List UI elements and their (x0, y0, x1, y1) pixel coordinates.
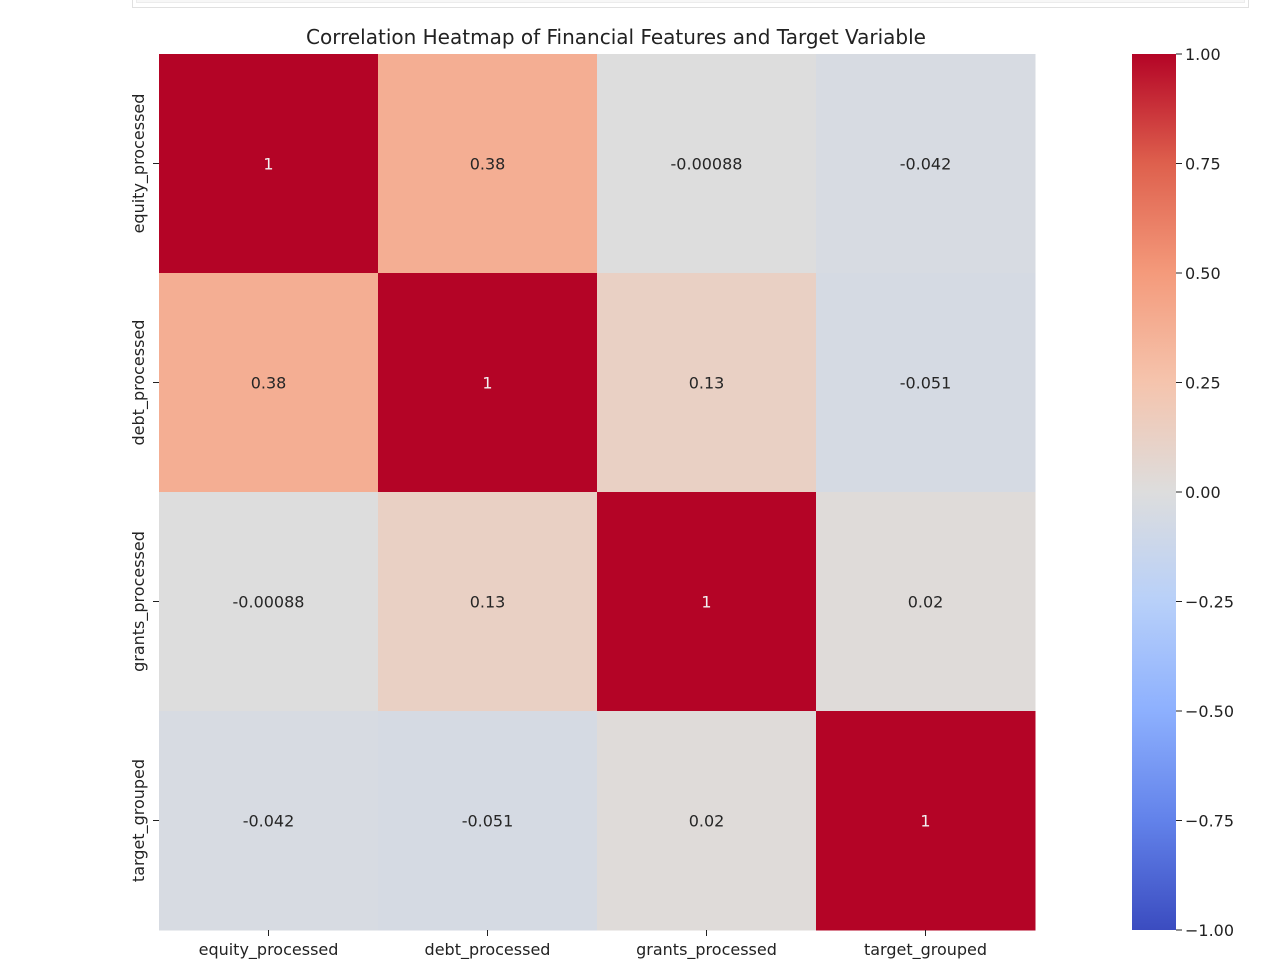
heatmap-cell (816, 492, 1036, 712)
cell-annotation: 1 (263, 155, 273, 174)
cell-annotation: 1 (920, 812, 930, 831)
cell-annotation: 0.02 (908, 593, 944, 612)
cell-annotation: 0.13 (470, 593, 506, 612)
colorbar-tick-label: 0.75 (1185, 155, 1221, 174)
heatmap-cell (816, 273, 1036, 493)
colorbar-tick-label: −0.25 (1185, 593, 1234, 612)
cell-annotation: 0.13 (689, 374, 725, 393)
x-tick-label: grants_processed (636, 940, 777, 960)
cell-annotation: 1 (482, 374, 492, 393)
colorbar: 1.00 0.75 0.50 0.25 0.00 −0.25 −0.50 −0.75 −1.00 (1132, 45, 1234, 940)
heatmap-cell (378, 54, 598, 274)
heatmap-cells (159, 54, 1036, 931)
y-tick-label: debt_processed (129, 320, 149, 446)
colorbar-tick-label: 0.00 (1185, 483, 1221, 502)
heatmap-cell (597, 492, 817, 712)
heatmap-cell (597, 711, 817, 931)
x-axis: equity_processed debt_processed grants_pro… (199, 930, 987, 960)
colorbar-tick-label: 0.50 (1185, 264, 1221, 283)
x-tick-label: target_grouped (864, 940, 987, 960)
cell-annotation: -0.00088 (233, 593, 305, 612)
heatmap-cell (816, 54, 1036, 274)
colorbar-tick-label: −1.00 (1185, 921, 1234, 940)
cell-annotation: 0.38 (251, 374, 287, 393)
colorbar-tick-label: 1.00 (1185, 45, 1221, 64)
cell-annotation: -0.051 (900, 374, 952, 393)
cell-annotation: 0.38 (470, 155, 506, 174)
heatmap-cell (378, 273, 598, 493)
x-tick-label: equity_processed (199, 940, 339, 960)
notebook-cell-output-area (136, 0, 1245, 3)
notebook-cell-frame (132, 0, 1249, 8)
cell-annotation: -0.00088 (671, 155, 743, 174)
cell-annotation: -0.042 (243, 812, 295, 831)
heatmap-cell (597, 54, 817, 274)
heatmap-annotations: 1 0.38 -0.00088 -0.042 0.38 1 0.13 -0.051 -0.000… (233, 155, 952, 831)
heatmap-cell (159, 54, 379, 274)
colorbar-tick-label: −0.50 (1185, 702, 1234, 721)
heatmap-cell (159, 492, 379, 712)
cell-annotation: -0.051 (462, 812, 514, 831)
heatmap-cell (378, 711, 598, 931)
y-tick-label: equity_processed (129, 94, 149, 234)
colorbar-tick-label: −0.75 (1185, 812, 1234, 831)
heatmap-cell (816, 711, 1036, 931)
colorbar-gradient (1132, 54, 1176, 930)
cell-annotation: -0.042 (900, 155, 952, 174)
heatmap-cell (159, 273, 379, 493)
heatmap-cell (159, 711, 379, 931)
heatmap-cell (597, 273, 817, 493)
y-axis: equity_processed debt_processed grants_pro… (129, 94, 159, 882)
y-tick-label: grants_processed (129, 531, 149, 672)
heatmap-cell (378, 492, 598, 712)
colorbar-tick-label: 0.25 (1185, 374, 1221, 393)
chart-title: Correlation Heatmap of Financial Feature… (306, 25, 926, 49)
cell-annotation: 1 (701, 593, 711, 612)
cell-annotation: 0.02 (689, 812, 725, 831)
y-tick-label: target_grouped (129, 759, 149, 882)
x-tick-label: debt_processed (425, 940, 551, 960)
